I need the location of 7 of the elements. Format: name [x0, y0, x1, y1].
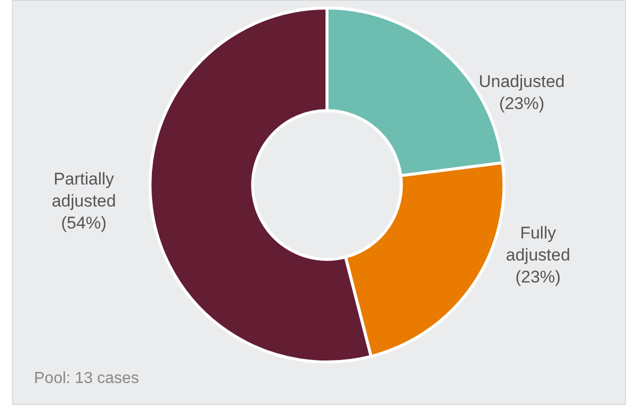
slice-label: Unadjusted [478, 72, 565, 91]
text: Pool: 13 cases [34, 370, 139, 388]
data-label: (54%) [61, 213, 107, 232]
slice-label: Partially adjusted [52, 169, 116, 210]
data-label: (23%) [499, 94, 544, 113]
slice-label: Fully adjusted [506, 223, 570, 264]
data-label: (23%) [515, 267, 561, 286]
